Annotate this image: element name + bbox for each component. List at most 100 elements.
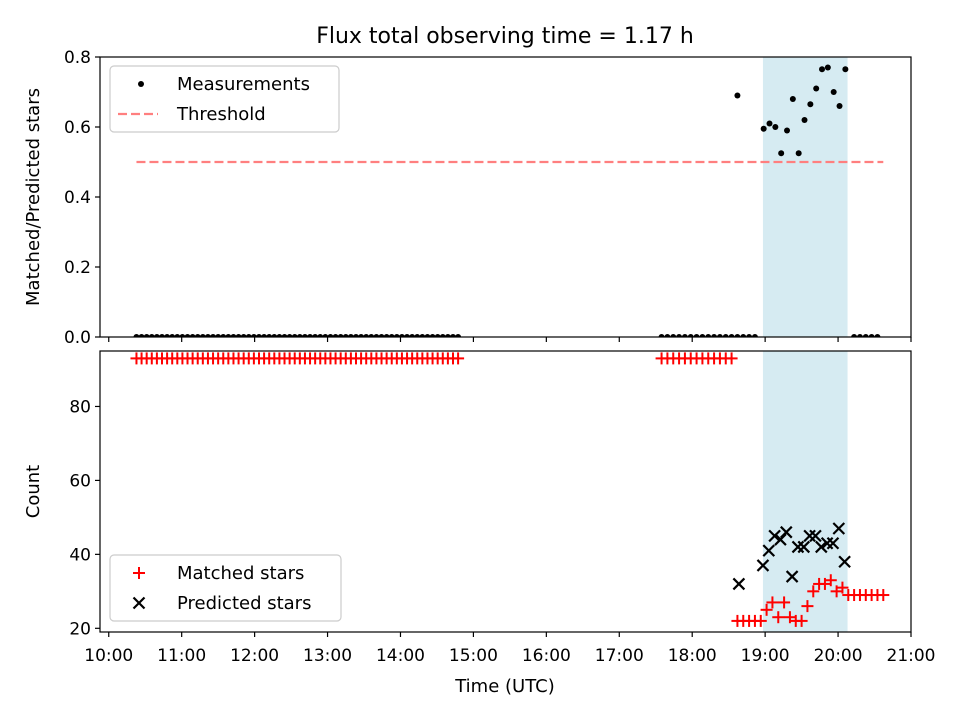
measurement-point — [388, 334, 395, 337]
measurement-point — [307, 334, 314, 337]
measurement-point — [215, 334, 222, 337]
matched-star-point — [772, 611, 785, 624]
measurement-point — [271, 334, 278, 337]
axes-frame — [99, 350, 912, 633]
measurement-point — [419, 334, 426, 337]
measurement-point — [862, 334, 869, 337]
matched-star-point — [754, 614, 767, 627]
measurement-point — [801, 117, 808, 123]
measurement-point — [301, 334, 308, 337]
measurement-point — [204, 334, 211, 337]
x-tick-label: 13:00 — [303, 646, 352, 666]
measurement-point — [842, 66, 849, 73]
measurement-point — [240, 334, 247, 337]
predicted-star-point — [756, 559, 770, 572]
measurement-point — [404, 334, 411, 337]
measurement-point — [138, 334, 145, 337]
measurement-point — [250, 334, 257, 337]
measurement-point — [291, 334, 298, 337]
measurement-point — [414, 334, 421, 337]
measurement-point — [734, 334, 741, 337]
x-tick-label: 17:00 — [595, 646, 644, 666]
measurement-point — [199, 334, 206, 337]
measurement-point — [332, 334, 339, 337]
measurement-point — [670, 334, 677, 337]
plot-area — [133, 57, 884, 337]
measurement-point — [784, 127, 791, 134]
measurement-point — [693, 334, 700, 337]
measurement-point — [851, 334, 858, 337]
y-tick-label: 0.4 — [64, 188, 91, 208]
measurement-point — [143, 334, 150, 337]
legend-plus-marker — [133, 567, 145, 579]
measurement-point — [296, 334, 303, 337]
measurement-point — [449, 334, 456, 337]
matched-star-point — [795, 614, 808, 627]
measurement-point — [286, 334, 293, 337]
legend-label: Matched stars — [177, 563, 304, 584]
legend-box — [109, 554, 342, 622]
measurement-point — [368, 334, 375, 337]
x-tick-label: 15:00 — [449, 646, 498, 666]
y-axis-label: Matched/Predicted stars — [23, 88, 44, 306]
measurement-point — [194, 334, 201, 337]
measurement-point — [711, 334, 718, 337]
x-tick-label: 14:00 — [376, 646, 425, 666]
measurement-point — [337, 334, 344, 337]
measurement-point — [455, 334, 462, 337]
measurement-point — [760, 125, 767, 132]
matched-star-point — [766, 596, 779, 609]
measurement-point — [133, 334, 140, 337]
measurement-point — [148, 334, 155, 337]
predicted-star-point — [838, 555, 851, 569]
count-panel: 20 40 60 80 10:00 11:00 12:00 13:00 14:00 15:00 16… — [23, 350, 936, 666]
predicted-star-point — [809, 529, 822, 543]
measurement-point — [164, 334, 171, 337]
measurement-point — [169, 334, 176, 337]
y-tick-label: 60 — [69, 471, 91, 491]
measurement-point — [824, 64, 831, 71]
measurement-point — [766, 120, 773, 127]
x-tick-label: 19:00 — [741, 646, 790, 666]
x-tick-label: 18:00 — [668, 646, 717, 666]
measurement-point — [184, 334, 191, 337]
measurement-point — [740, 334, 747, 337]
measurement-point — [276, 334, 283, 337]
ratio-panel: 0.0 0.2 0.4 0.6 0.8 Matched/Predicted stars Me… — [23, 48, 912, 348]
measurement-point — [378, 334, 385, 337]
measurement-point — [699, 334, 706, 337]
measurement-point — [722, 334, 729, 337]
measurement-point — [358, 334, 365, 337]
predicted-star-point — [780, 525, 793, 539]
predicted-star-point — [785, 570, 799, 583]
measurement-point — [235, 334, 242, 337]
measurement-point — [225, 334, 232, 337]
measurement-point — [245, 334, 252, 337]
measurement-point — [174, 334, 181, 337]
matched-star-point — [778, 596, 791, 609]
matched-star-point — [725, 352, 738, 365]
x-tick-label: 16:00 — [522, 646, 571, 666]
measurement-point — [312, 334, 319, 337]
measurement-point — [728, 334, 735, 337]
measurement-point — [409, 334, 416, 337]
measurement-point — [342, 334, 349, 337]
measurement-point — [789, 96, 796, 102]
matched-star-point — [807, 585, 820, 598]
observing-window-span — [762, 351, 848, 632]
measurement-point — [856, 334, 863, 337]
chart-title: Flux total observing time = 1.17 h — [316, 24, 694, 49]
measurement-point — [830, 89, 837, 95]
measurement-point — [255, 334, 262, 337]
measurement-point — [778, 150, 785, 157]
measurement-point — [795, 150, 802, 157]
plot-area — [130, 351, 890, 632]
measurement-point — [327, 334, 334, 337]
measurement-point — [439, 334, 446, 337]
predicted-star-point — [797, 540, 811, 554]
matched-star-point — [452, 352, 465, 365]
predicted-star-point — [826, 536, 840, 550]
measurement-point — [179, 334, 186, 337]
measurement-point — [347, 334, 354, 337]
